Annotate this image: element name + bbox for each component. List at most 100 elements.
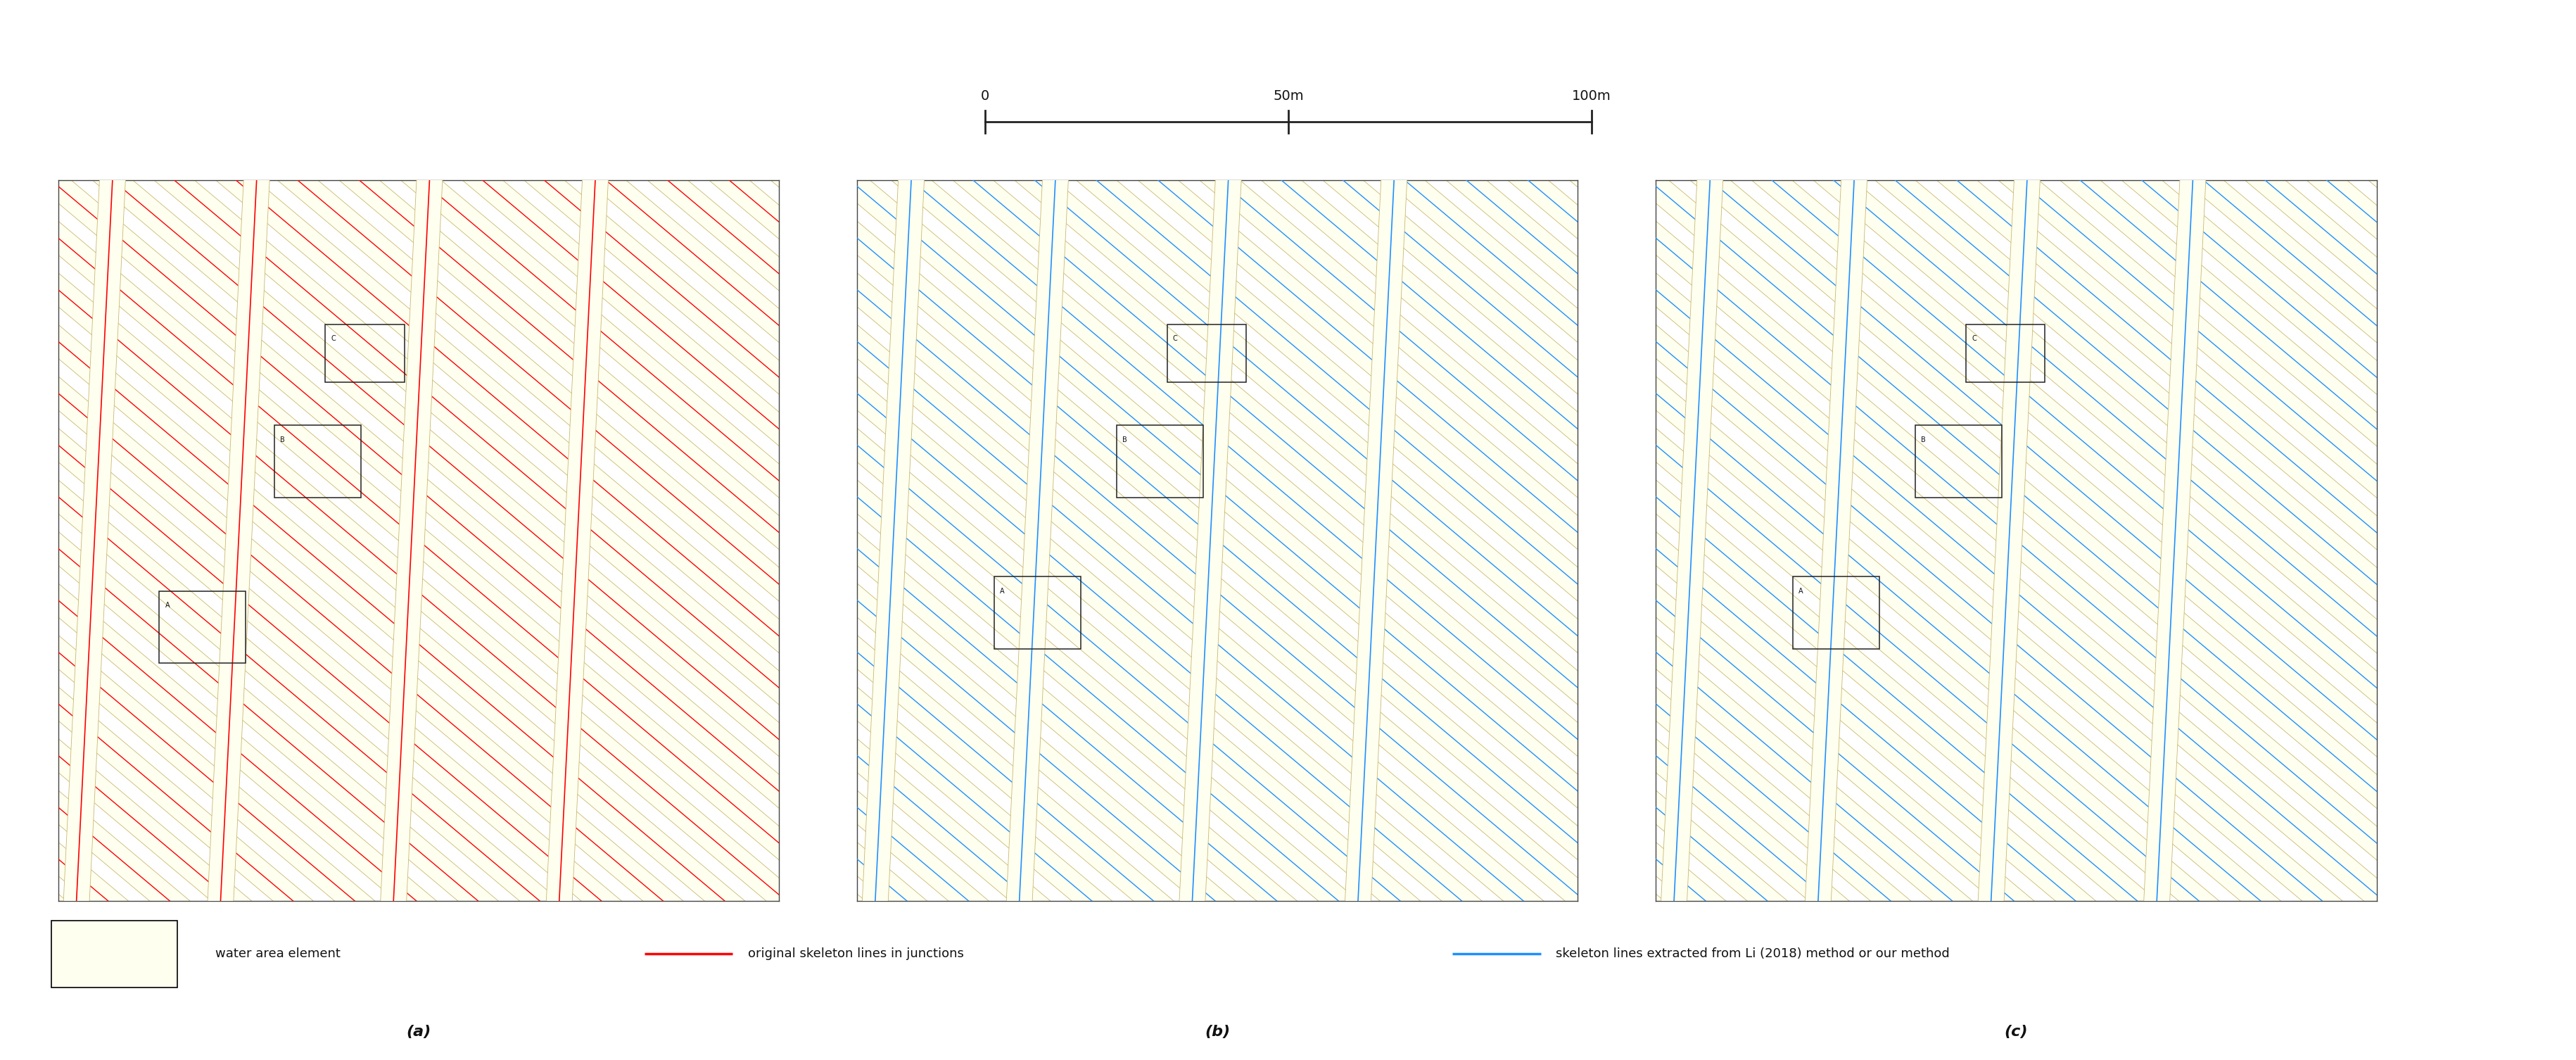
Polygon shape (1383, 0, 2576, 1003)
Polygon shape (204, 49, 1875, 1060)
Text: 0: 0 (981, 89, 989, 103)
Polygon shape (0, 0, 1255, 1060)
Polygon shape (1486, 0, 2576, 881)
Polygon shape (1231, 0, 2576, 1060)
Polygon shape (355, 0, 2027, 1060)
Polygon shape (482, 0, 2156, 1060)
Polygon shape (0, 78, 1051, 1060)
Polygon shape (0, 0, 1510, 942)
Bar (160, 591, 245, 664)
Polygon shape (1206, 0, 2576, 1060)
Polygon shape (407, 0, 2079, 1060)
Polygon shape (1656, 107, 1726, 974)
Polygon shape (1510, 0, 2576, 851)
Polygon shape (1435, 0, 2576, 942)
Polygon shape (858, 107, 927, 974)
Polygon shape (559, 0, 2231, 1032)
Polygon shape (26, 261, 1698, 1060)
Text: skeleton lines extracted from Li (2018) method or our method: skeleton lines extracted from Li (2018) … (1556, 948, 1950, 960)
Polygon shape (0, 0, 1229, 1060)
Polygon shape (0, 0, 1383, 1060)
Polygon shape (0, 0, 1535, 912)
Polygon shape (0, 0, 1484, 972)
Polygon shape (0, 18, 1103, 1060)
Polygon shape (544, 107, 611, 974)
Polygon shape (178, 78, 1850, 1060)
Polygon shape (100, 170, 1772, 1060)
Polygon shape (75, 200, 1747, 1060)
Text: B: B (1922, 436, 1924, 443)
Polygon shape (533, 0, 2205, 1060)
Bar (52, 920, 178, 988)
Polygon shape (1103, 0, 2576, 1060)
Polygon shape (459, 0, 2130, 1060)
Polygon shape (799, 292, 2470, 1060)
Polygon shape (611, 0, 2282, 972)
Polygon shape (1002, 49, 2576, 1060)
Polygon shape (126, 139, 1798, 1060)
Bar (325, 324, 404, 382)
Polygon shape (1051, 0, 2576, 1060)
Polygon shape (1535, 0, 2576, 820)
Polygon shape (848, 230, 2522, 1060)
Polygon shape (433, 0, 2105, 1060)
Polygon shape (0, 49, 1077, 1060)
Polygon shape (1077, 0, 2576, 1060)
Polygon shape (873, 200, 2545, 1060)
Polygon shape (204, 107, 273, 974)
Polygon shape (636, 0, 2308, 942)
Polygon shape (0, 0, 1406, 1060)
Polygon shape (1028, 18, 2576, 1060)
Polygon shape (0, 0, 1358, 1060)
Polygon shape (824, 261, 2496, 1060)
Polygon shape (951, 109, 2576, 1060)
Text: original skeleton lines in junctions: original skeleton lines in junctions (747, 948, 963, 960)
Polygon shape (899, 170, 2571, 1060)
Polygon shape (662, 0, 2334, 912)
Polygon shape (507, 0, 2182, 1060)
Polygon shape (1358, 0, 2576, 1032)
Polygon shape (0, 0, 1177, 1060)
Text: A: A (1798, 587, 1803, 595)
Polygon shape (0, 0, 1332, 1060)
Polygon shape (59, 107, 129, 974)
Polygon shape (1175, 107, 1244, 974)
Text: C: C (1971, 335, 1976, 342)
Polygon shape (330, 0, 2002, 1060)
Text: C: C (330, 335, 335, 342)
Polygon shape (1306, 0, 2576, 1060)
Polygon shape (152, 109, 1824, 1060)
Polygon shape (0, 0, 1610, 820)
Polygon shape (1280, 0, 2576, 1060)
Polygon shape (711, 0, 2385, 851)
Polygon shape (49, 230, 1723, 1060)
Polygon shape (1461, 0, 2576, 912)
Polygon shape (1342, 107, 1409, 974)
Bar (1793, 577, 1878, 649)
Polygon shape (0, 230, 925, 1060)
Polygon shape (976, 78, 2576, 1060)
Polygon shape (0, 170, 974, 1060)
Polygon shape (0, 200, 948, 1060)
Polygon shape (376, 107, 446, 974)
Bar (994, 577, 1079, 649)
Text: A: A (999, 587, 1005, 595)
Text: (c): (c) (2004, 1025, 2027, 1039)
Polygon shape (252, 0, 1927, 1060)
Text: 100m: 100m (1571, 89, 1610, 103)
Polygon shape (0, 0, 1280, 1060)
Polygon shape (1257, 0, 2576, 1060)
Text: water area element: water area element (216, 948, 340, 960)
Polygon shape (278, 0, 1953, 1060)
Polygon shape (229, 18, 1901, 1060)
Polygon shape (0, 109, 1025, 1060)
Polygon shape (0, 292, 873, 1060)
Polygon shape (0, 261, 899, 1060)
Text: C: C (1172, 335, 1177, 342)
Polygon shape (1180, 0, 2576, 1060)
Text: B: B (1123, 436, 1126, 443)
Polygon shape (1002, 107, 1072, 974)
Polygon shape (0, 0, 1561, 881)
Polygon shape (381, 0, 2053, 1060)
Polygon shape (1973, 107, 2043, 974)
